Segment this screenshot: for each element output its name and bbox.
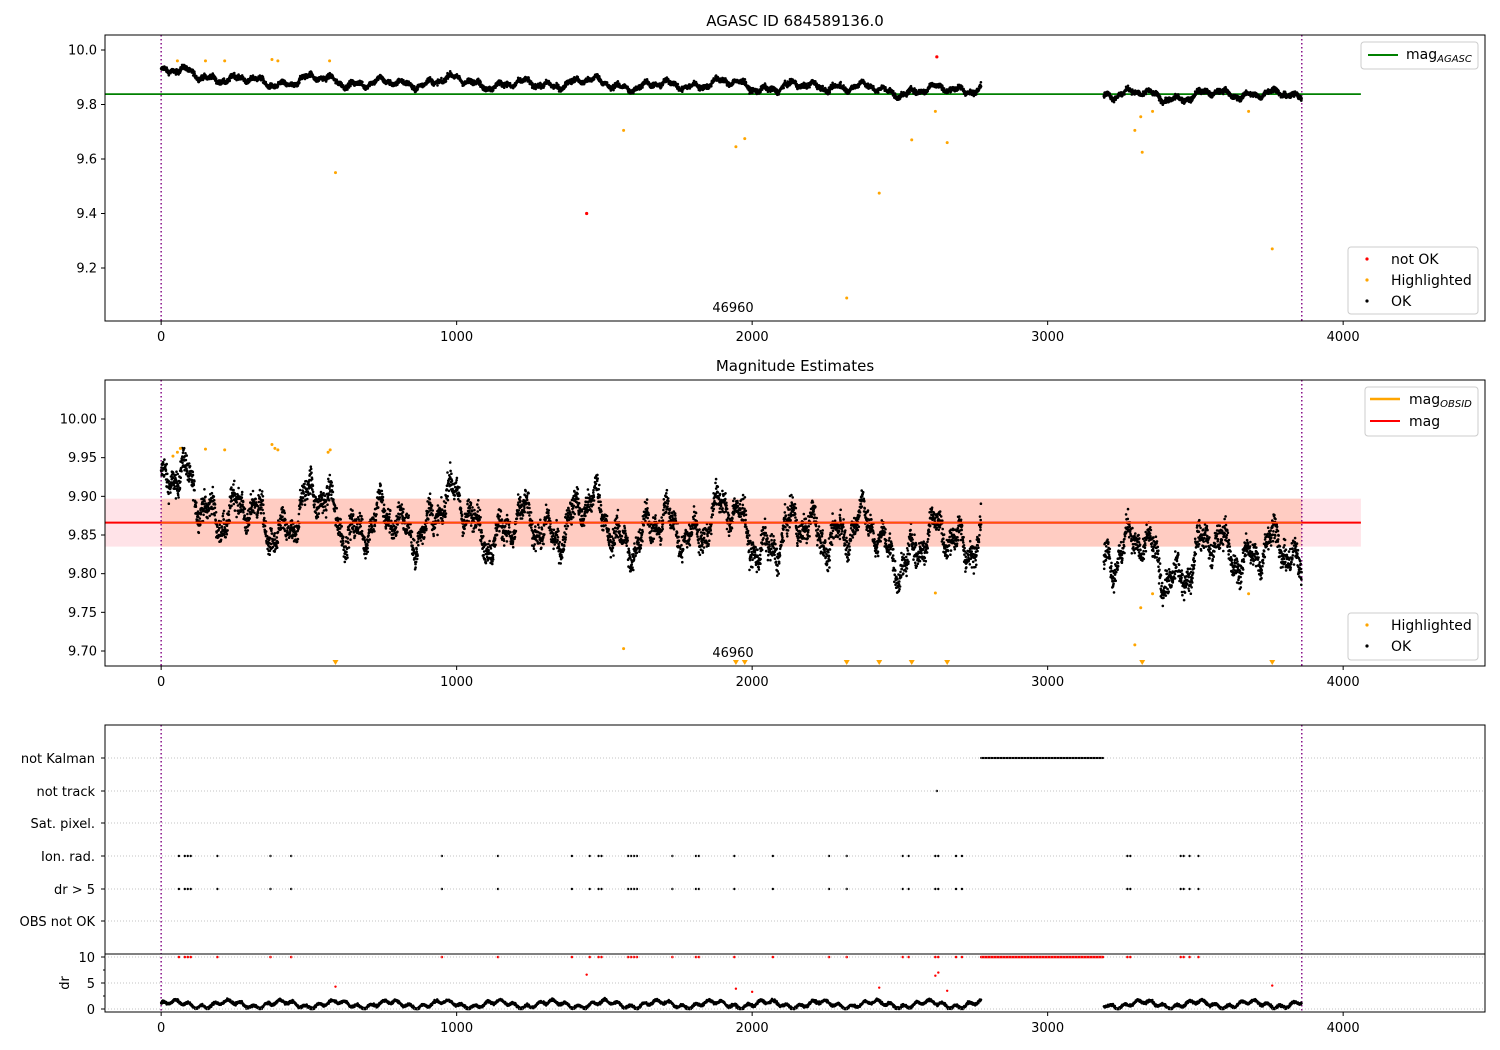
ok-point [431,79,435,82]
ok-point [960,85,964,88]
ok-point [233,71,236,75]
ok-point [222,77,226,80]
ok-point [228,79,231,82]
ok-point [243,77,247,81]
ok-point [413,85,416,88]
ok-point [592,78,596,81]
ok-point [195,74,198,78]
ok-point [1144,92,1148,96]
ok-point [1126,84,1130,88]
ok-point [298,81,301,84]
ok-point [743,78,747,81]
ok-point [440,76,443,80]
ok-point [842,84,845,87]
ok-point [979,85,983,88]
ok-point [1112,100,1116,104]
ok-point [616,80,620,83]
ok-point [502,86,506,89]
ok-point [782,86,785,90]
ok-point [436,84,439,87]
ok-point [491,89,495,92]
ok-point [794,80,798,83]
agasc-panel-title: AGASC ID 684589136.0 [706,12,884,30]
ok-point [167,74,171,77]
ok-point [908,90,911,94]
ok-point [193,72,196,75]
ok-point [839,80,842,84]
ok-point [444,79,448,83]
ok-point [808,85,811,89]
ok-point [479,80,482,84]
ok-point [821,84,824,88]
agasc-panel: AGASC ID 684589136.0 0 1000 2000 3000 4000 9… [68,12,1486,345]
ok-point [605,81,609,84]
ok-point [676,82,680,86]
ok-point [557,83,560,87]
ok-point [876,91,880,94]
ok-point [1123,93,1126,96]
ok-point [214,77,218,80]
ok-point [814,80,817,83]
ok-point [744,81,748,84]
ok-point [979,81,983,84]
ok-point [361,80,364,84]
ok-point [276,85,280,88]
ok-point [1222,92,1225,96]
